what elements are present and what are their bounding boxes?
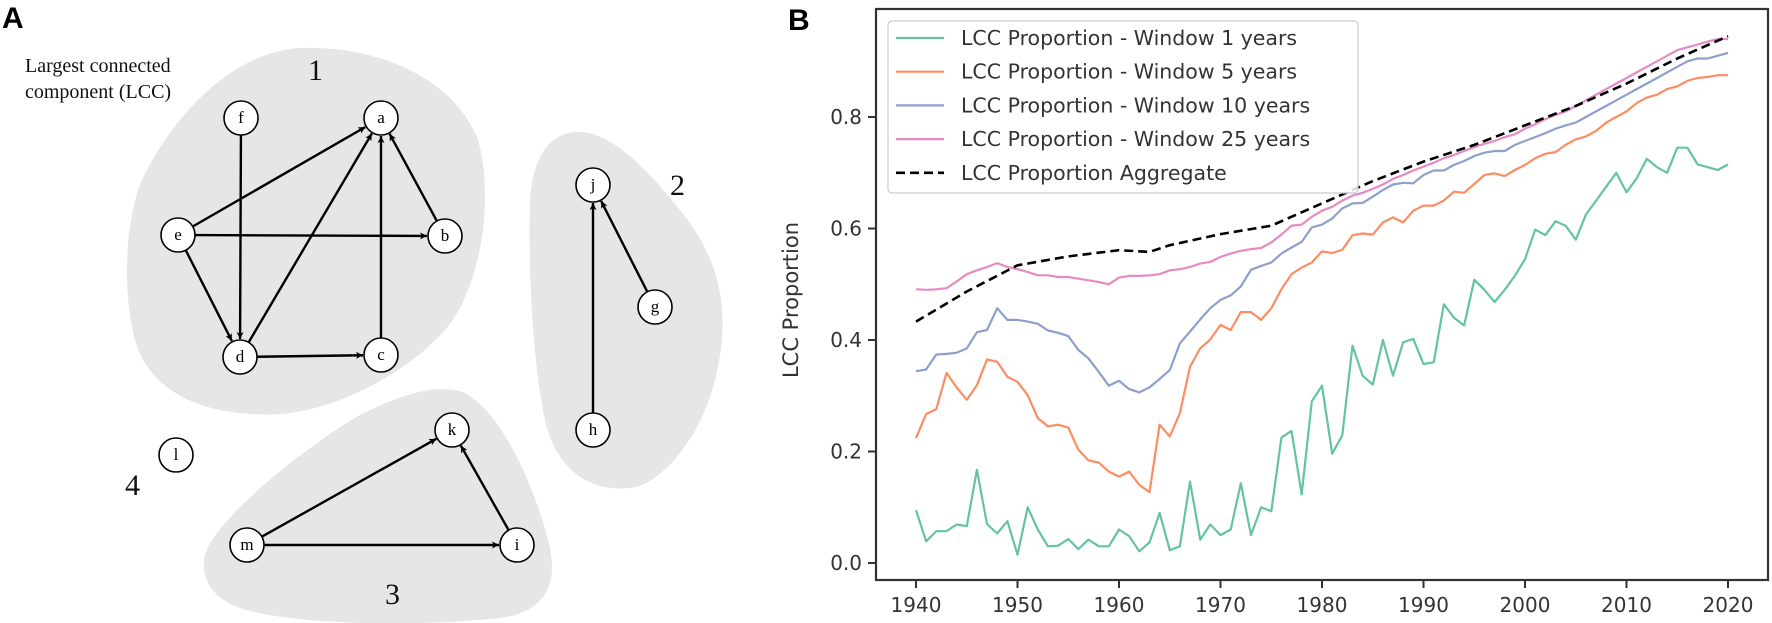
node-circle [434,412,470,448]
y-tick-label: 0.2 [830,440,862,464]
legend-entry: LCC Proportion - Window 10 years [961,93,1310,117]
edge-b-to-a [388,133,438,222]
component-label-2: 2 [670,169,685,202]
node-circle [223,100,259,136]
node-d: d [222,339,258,375]
legend-entry: LCC Proportion - Window 5 years [961,60,1297,84]
node-label: l [174,445,179,464]
edge-f-to-d [236,134,244,340]
node-g: g [637,289,673,325]
component-3-region [203,389,552,623]
y-tick-label: 0.4 [830,328,862,352]
legend-entry: LCC Proportion - Window 25 years [961,127,1310,151]
legend: LCC Proportion - Window 1 years LCC Propo… [887,20,1359,194]
node-h: h [575,412,611,448]
legend-box [887,20,1359,194]
node-label: i [515,535,520,554]
node-circle [160,217,196,253]
node-label: j [590,175,596,194]
node-e: e [160,217,196,253]
node-circle [575,412,611,448]
node-circle [158,437,194,473]
node-b: b [427,218,463,254]
node-i: i [499,527,535,563]
series-lines [914,35,1729,556]
node-label: m [240,535,253,554]
node-circle [363,337,399,373]
node-circle [363,100,399,136]
node-c: c [363,337,399,373]
series-line-2 [915,51,1729,394]
node-label: g [651,297,660,316]
series-line-1 [914,74,1728,494]
node-circle [499,527,535,563]
node-a: a [363,100,399,136]
x-tick-label: 1980 [1297,593,1348,617]
lcc-caption-line2: component (LCC) [25,81,171,103]
x-tick-label: 2000 [1500,593,1551,617]
legend-entry: LCC Proportion - Window 1 years [961,26,1297,50]
edge-d-to-a [247,132,373,343]
edge-e-to-d [184,249,233,342]
node-label: h [589,420,598,439]
edge-e-to-a [192,125,367,228]
edges [184,125,649,549]
edge-g-to-j [600,200,649,293]
lcc-caption-line1: Largest connected [25,55,171,77]
node-label: c [377,345,385,364]
x-tick-label: 1960 [1094,593,1145,617]
x-tick-label: 1940 [891,593,942,617]
component-label-4: 4 [125,469,140,502]
node-label: e [174,225,182,244]
node-label: d [236,347,245,366]
node-circle [229,527,265,563]
panel-b-line-chart: B LCC Proportion 1940 1950 1960 1970 1980 199… [779,4,1770,617]
node-circle [222,339,258,375]
axis-ticks: 1940 1950 1960 1970 1980 1990 2000 2010 2020 0.0 0… [830,105,1753,617]
node-circle [575,167,611,203]
y-tick-label: 0.0 [830,551,862,575]
node-l: l [158,437,194,473]
component-label-3: 3 [385,578,400,611]
series-line-0 [914,146,1729,556]
panel-a-label: A [2,2,24,35]
edge-i-to-k [459,445,510,531]
x-tick-label: 2010 [1601,593,1652,617]
node-label: a [377,108,385,127]
edge-d-to-c [256,351,364,359]
y-axis-label: LCC Proportion [779,222,803,378]
x-tick-label: 2020 [1703,593,1754,617]
node-circle [427,218,463,254]
y-tick-label: 0.8 [830,105,862,129]
legend-entry: LCC Proportion Aggregate [961,161,1227,185]
y-tick-label: 0.6 [830,217,862,241]
node-m: m [229,527,265,563]
node-j: j [575,167,611,203]
component-label-1: 1 [308,54,323,87]
node-label: k [448,420,457,439]
panel-a-network-diagram: A Largest connected component (LCC) 1 2 … [2,2,723,623]
node-label: f [238,108,244,127]
node-f: f [223,100,259,136]
edge-m-to-k [261,437,437,538]
nodes: a b c d e f g h i j k l m [158,100,673,563]
x-tick-label: 1950 [992,593,1043,617]
x-tick-label: 1990 [1398,593,1449,617]
series-line-3 [915,37,1728,291]
x-tick-label: 1970 [1195,593,1246,617]
series-line-4 [915,35,1729,323]
node-k: k [434,412,470,448]
node-label: b [441,226,450,245]
panel-b-label: B [788,4,810,37]
component-2-region [529,131,723,489]
node-circle [637,289,673,325]
